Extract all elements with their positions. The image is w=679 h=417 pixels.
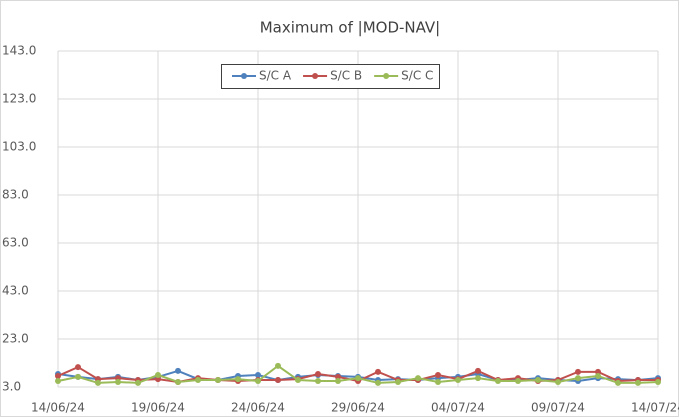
x-tick-label: 04/07/24 xyxy=(431,401,485,415)
data-point xyxy=(75,373,81,380)
legend-box xyxy=(221,64,440,89)
data-point xyxy=(575,375,581,382)
y-tick-label: 103.0 xyxy=(2,140,36,154)
y-tick-label: 63.0 xyxy=(2,236,29,250)
data-point xyxy=(395,378,401,385)
data-point xyxy=(475,375,481,382)
data-point xyxy=(255,378,261,384)
data-point xyxy=(155,372,161,378)
data-point xyxy=(495,378,501,384)
data-point xyxy=(635,379,641,386)
y-tick-label: 3.0 xyxy=(2,380,21,394)
data-point xyxy=(335,378,341,384)
data-point xyxy=(175,378,181,385)
data-point xyxy=(455,377,461,384)
data-point xyxy=(535,377,541,384)
data-point xyxy=(55,372,61,379)
data-point xyxy=(595,372,601,379)
chart-title: Maximum of |MOD-NAV| xyxy=(260,19,441,37)
data-point xyxy=(315,371,321,378)
x-tick-label: 29/06/24 xyxy=(331,401,385,415)
data-point xyxy=(175,367,181,374)
data-point xyxy=(275,377,281,384)
y-tick-label: 83.0 xyxy=(2,188,29,202)
data-point xyxy=(515,378,521,384)
data-point xyxy=(575,368,581,375)
x-tick-label: 19/06/24 xyxy=(131,401,185,415)
data-point xyxy=(255,372,261,378)
legend-marker xyxy=(383,73,390,79)
y-tick-label: 123.0 xyxy=(2,92,36,106)
legend-label: S/C C xyxy=(401,69,433,83)
data-point xyxy=(95,379,101,386)
data-point xyxy=(435,372,441,378)
x-tick-label: 14/07/24 xyxy=(631,401,679,415)
data-point xyxy=(615,379,621,386)
data-point xyxy=(375,379,381,386)
data-point xyxy=(215,377,221,384)
data-point xyxy=(655,378,661,385)
data-point xyxy=(475,367,481,374)
data-point xyxy=(115,378,121,385)
data-point xyxy=(295,377,301,384)
data-point xyxy=(315,378,321,384)
data-point xyxy=(555,378,561,385)
y-tick-label: 23.0 xyxy=(2,332,29,346)
data-point xyxy=(435,378,441,385)
x-tick-label: 24/06/24 xyxy=(231,401,285,415)
data-point xyxy=(375,368,381,375)
legend-label: S/C A xyxy=(259,69,292,83)
data-point xyxy=(195,377,201,384)
y-tick-label: 43.0 xyxy=(2,284,29,298)
x-tick-label: 09/07/24 xyxy=(531,401,585,415)
data-point xyxy=(75,364,81,371)
data-point xyxy=(235,376,241,383)
data-point xyxy=(135,379,141,386)
x-tick-label: 14/06/24 xyxy=(31,401,85,415)
legend-marker xyxy=(241,73,247,79)
data-point xyxy=(415,375,421,382)
data-point xyxy=(275,362,281,369)
legend-label: S/C B xyxy=(330,69,362,83)
data-point xyxy=(355,375,361,382)
data-point xyxy=(55,378,61,384)
y-tick-label: 143.0 xyxy=(2,44,36,58)
legend-marker xyxy=(312,73,319,79)
